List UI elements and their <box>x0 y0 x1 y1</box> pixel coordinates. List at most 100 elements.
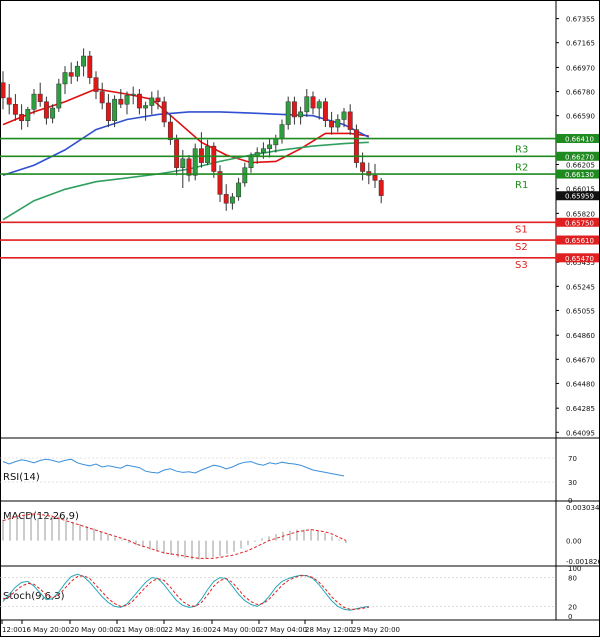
candle-body <box>180 158 186 168</box>
candle-body <box>87 55 93 78</box>
macd-tick-label: -0.001826 <box>566 558 600 566</box>
price-tick-label: 0.66780 <box>566 89 595 97</box>
time-tick-label: 24 May 00:00 <box>212 626 260 634</box>
time-tick-label: 27 May 04:00 <box>259 626 307 634</box>
level-price-box <box>556 235 599 245</box>
moving-averages <box>2 88 370 221</box>
rsi-level-label: 30 <box>568 479 577 487</box>
rsi-level-label: 0 <box>568 497 572 505</box>
candle-body <box>105 102 111 121</box>
candle-body <box>93 77 99 92</box>
candle-body <box>248 156 254 168</box>
level-price-label: 0.66270 <box>565 153 594 161</box>
candle-body <box>31 93 37 110</box>
level-price-label: 0.65470 <box>565 255 594 263</box>
stoch-level-label: 20 <box>568 603 577 611</box>
candle-body <box>341 111 347 120</box>
stoch-label: Stoch(9,6,3) <box>3 591 65 602</box>
candle-body <box>205 145 211 163</box>
price-tick-label: 0.65820 <box>566 210 595 218</box>
level-name-r3: R3 <box>515 145 528 156</box>
level-price-box <box>556 151 599 161</box>
candle-body <box>211 145 217 172</box>
candle-body <box>118 98 124 105</box>
candle-body <box>353 129 359 163</box>
candle-body <box>260 148 266 153</box>
candle-body <box>291 101 297 118</box>
stoch-level-label: 0 <box>568 613 572 621</box>
level-price-label: 0.66130 <box>565 171 594 179</box>
candle-body <box>360 162 366 172</box>
candle-body <box>68 72 74 77</box>
level-price-box <box>556 217 599 227</box>
candle-body <box>74 65 80 77</box>
price-tick-label: 0.65245 <box>566 283 595 291</box>
time-tick-label: 16 May 20:00 <box>22 626 70 634</box>
level-price-label: 0.65750 <box>565 219 594 227</box>
macd-tick-label: 0.00 <box>566 538 582 546</box>
rsi-level-label: 70 <box>568 455 577 463</box>
candle-body <box>19 114 25 121</box>
candle-body <box>279 124 285 139</box>
candle-body <box>285 101 291 125</box>
candle-body <box>174 139 180 168</box>
candle-body <box>310 96 316 109</box>
price-tick-label: 0.64480 <box>566 380 595 388</box>
candle-body <box>0 82 6 99</box>
candle-body <box>155 97 161 102</box>
time-tick-label: 20 May 00:00 <box>70 626 118 634</box>
current-price-marker: 0.65959 <box>556 191 599 201</box>
rsi-label: RSI(14) <box>3 472 40 483</box>
candle-body <box>25 109 31 121</box>
candle-body <box>161 101 167 123</box>
price-tick-label: 0.66590 <box>566 113 595 121</box>
candle-body <box>136 93 142 109</box>
time-tick-label: 29 May 20:00 <box>352 626 400 634</box>
stoch-level-label: 100 <box>568 565 581 573</box>
candlesticks <box>0 48 384 211</box>
candle-body <box>273 138 279 146</box>
candle-body <box>378 180 384 196</box>
candle-body <box>298 111 304 118</box>
candle-body <box>56 83 62 109</box>
price-tick-label: 0.65435 <box>566 259 595 267</box>
level-name-s3: S3 <box>515 260 528 271</box>
level-name-r2: R2 <box>515 162 528 173</box>
candle-body <box>50 107 56 119</box>
level-name-s2: S2 <box>515 242 528 253</box>
level-name-s1: S1 <box>515 224 528 235</box>
candle-body <box>217 171 223 195</box>
price-tick-label: 0.64860 <box>566 332 595 340</box>
candle-body <box>186 158 192 176</box>
price-tick-label: 0.67165 <box>566 40 595 48</box>
macd-pane: MACD(12,26,9) 0.003034 0.00 -0.001826 <box>2 504 600 566</box>
candle-body <box>124 95 130 105</box>
level-price-box <box>556 169 599 179</box>
candle-body <box>335 119 341 128</box>
level-name-r1: R1 <box>515 180 528 191</box>
moving-average-line <box>2 111 370 177</box>
macd-signal-line <box>2 513 347 559</box>
price-tick-label: 0.64285 <box>566 405 595 413</box>
candle-body <box>143 105 149 109</box>
candle-body <box>192 148 198 176</box>
candle-body <box>99 91 105 104</box>
candle-body <box>322 101 328 121</box>
time-tick-label: 21 May 08:00 <box>117 626 165 634</box>
stoch-signal-line <box>2 575 369 610</box>
level-price-label: 0.66410 <box>565 136 594 144</box>
candle-body <box>62 72 68 85</box>
time-tick-label: 12:00 <box>2 626 22 634</box>
level-price-label: 0.65610 <box>565 237 594 245</box>
candle-body <box>167 121 173 141</box>
current-price-box <box>556 191 599 201</box>
candle-body <box>12 104 18 115</box>
stoch-level-label: 80 <box>568 575 577 583</box>
candle-body <box>112 98 118 121</box>
level-price-box <box>556 253 599 263</box>
price-tick-label: 0.65055 <box>566 307 595 315</box>
